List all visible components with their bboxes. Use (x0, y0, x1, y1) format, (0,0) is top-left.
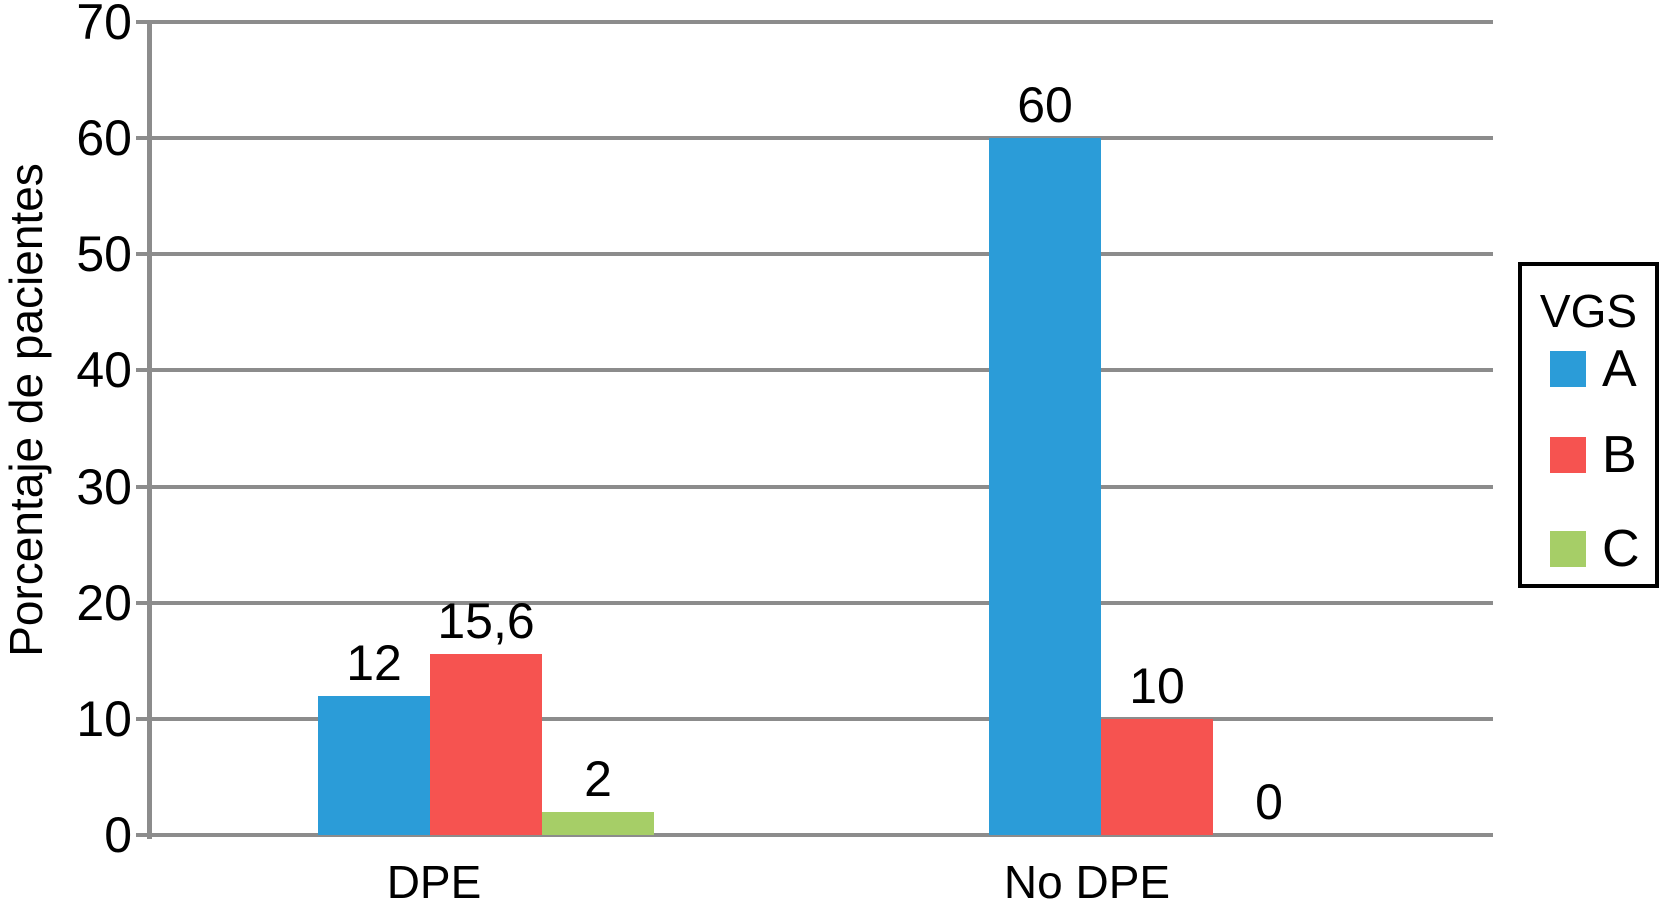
legend-title: VGS (1539, 285, 1638, 337)
value-label-A-No-DPE: 60 (1017, 77, 1073, 134)
legend-entry-B: B (1550, 429, 1637, 481)
y-tick-label-20: 20 (76, 574, 132, 631)
value-label-C-DPE: 2 (584, 750, 612, 807)
y-tick-label-70: 70 (76, 0, 132, 50)
y-tickmark-10 (136, 716, 150, 721)
bar-B-DPE (430, 653, 542, 835)
y-tick-label-10: 10 (76, 690, 132, 747)
legend-label-B: B (1602, 426, 1637, 484)
gridline-30 (150, 484, 1493, 489)
gridline-50 (150, 252, 1493, 257)
value-label-B-DPE: 15,6 (437, 592, 535, 649)
value-label-A-DPE: 12 (346, 634, 402, 691)
y-tickmark-30 (136, 484, 150, 489)
gridline-70 (150, 20, 1493, 24)
x-category-label-DPE: DPE (386, 856, 482, 907)
y-tickmark-70 (136, 20, 150, 24)
legend-swatch-A (1550, 351, 1586, 387)
gridline-40 (150, 368, 1493, 373)
bar-A-DPE (318, 695, 430, 835)
value-label-B-No-DPE: 10 (1129, 657, 1185, 714)
y-tickmark-40 (136, 368, 150, 373)
y-tick-label-60: 60 (76, 110, 132, 167)
y-tick-label-40: 40 (76, 342, 132, 399)
bar-B-No-DPE (1101, 718, 1213, 835)
gridline-10 (150, 716, 1493, 721)
plot-area: 12 15,6 2 60 10 0 (150, 22, 1493, 835)
bar-A-No-DPE (989, 138, 1101, 835)
y-tickmark-50 (136, 252, 150, 257)
legend-entry-A: A (1550, 343, 1637, 395)
y-tick-label-50: 50 (76, 226, 132, 283)
legend-label-C: C (1602, 520, 1640, 578)
y-tickmark-0 (136, 833, 150, 837)
value-label-C-No-DPE: 0 (1255, 774, 1283, 830)
gridline-0 (150, 833, 1493, 837)
bar-C-DPE (542, 811, 654, 835)
y-tickmark-60 (136, 136, 150, 141)
x-category-label-No-DPE: No DPE (1003, 856, 1171, 907)
legend-swatch-B (1550, 437, 1586, 473)
gridline-60 (150, 136, 1493, 141)
y-tickmark-20 (136, 600, 150, 605)
y-tick-label-0: 0 (104, 807, 132, 863)
gridline-20 (150, 600, 1493, 605)
y-tick-label-30: 30 (76, 458, 132, 515)
legend-label-A: A (1602, 340, 1637, 398)
legend-entry-C: C (1550, 523, 1640, 575)
y-axis-line (147, 20, 152, 839)
legend-swatch-C (1550, 531, 1586, 567)
